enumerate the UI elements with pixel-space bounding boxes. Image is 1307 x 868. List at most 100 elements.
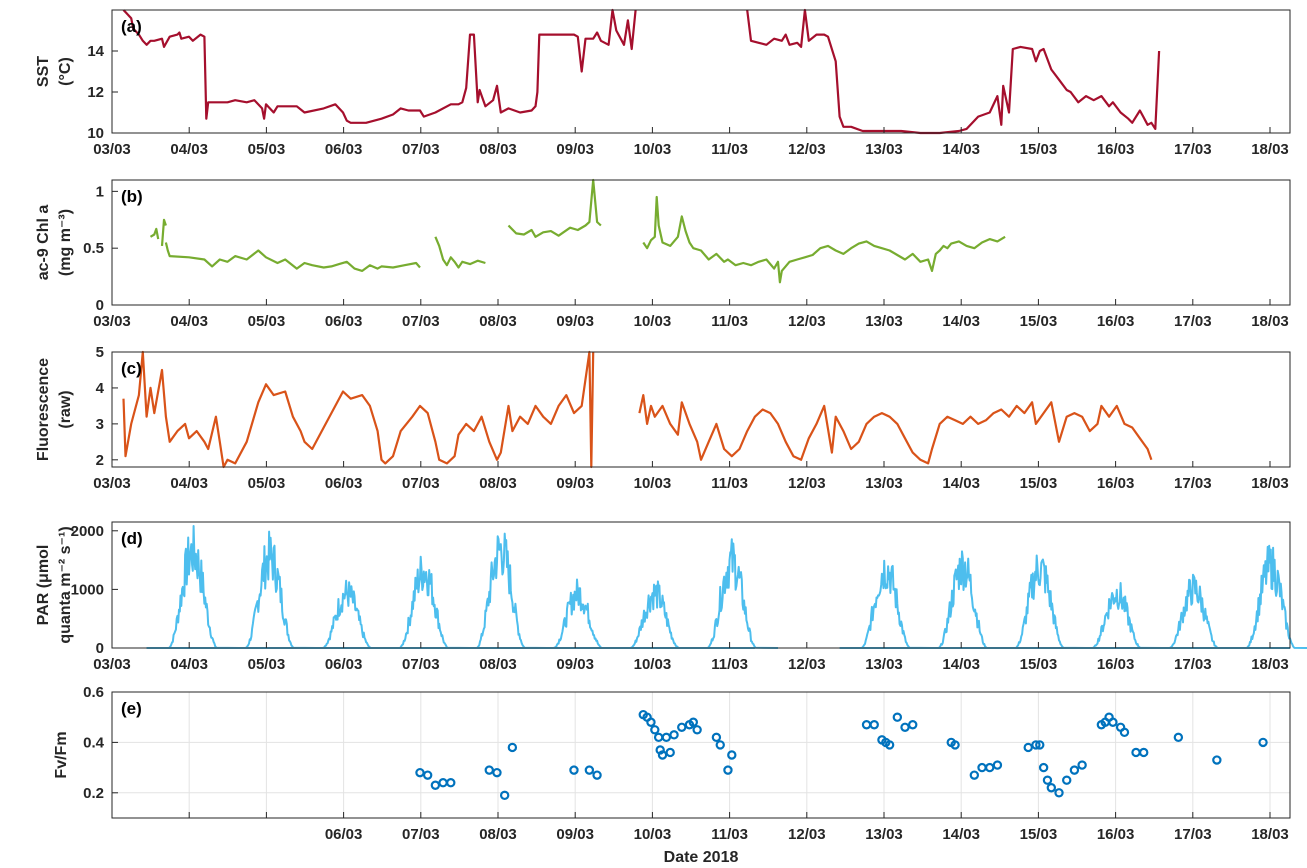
axes-frame-c [111,351,1291,468]
series-line-a [122,8,637,124]
x-tick-label: 12/03 [788,656,826,673]
par-day-cycle [1224,544,1307,649]
x-tick-label: 03/03 [93,656,131,673]
x-tick-label: 16/03 [1097,313,1135,330]
fvfm-point [669,730,679,740]
axes-frame-e [111,691,1291,819]
fvfm-point [1139,747,1149,758]
fvfm-point [499,790,510,801]
x-tick-label: 18/03 [1251,826,1289,843]
fvfm-point [1062,775,1072,785]
x-tick-label: 11/03 [711,313,748,330]
fvfm-point [430,780,441,790]
x-tick-label: 07/03 [402,141,440,158]
x-tick-label: 06/03 [325,475,363,492]
par-day-cycle [146,525,240,649]
fvfm-point [665,747,675,758]
x-tick-label: 04/03 [170,656,208,673]
x-tick-label: 11/03 [711,826,748,843]
fvfm-point [692,725,702,735]
x-tick-label: 13/03 [865,475,903,492]
y-tick-label: 2000 [71,523,104,540]
x-tick-label: 17/03 [1174,656,1212,673]
x-tick-label: 12/03 [788,141,826,158]
x-tick-label: 06/03 [325,313,363,330]
x-tick-label: 04/03 [170,313,208,330]
x-tick-label: 18/03 [1251,475,1289,492]
x-tick-label: 09/03 [556,826,594,843]
par-day-cycle [223,530,317,649]
x-tick-label: 03/03 [93,475,131,492]
y-tick-label: 2 [96,452,104,469]
x-axis-label: Date 2018 [664,849,739,866]
y-axis-label: (mg m⁻³) [57,209,74,276]
y-tick-label: 3 [96,416,104,433]
x-tick-label: 06/03 [325,656,363,673]
y-tick-label: 1000 [71,581,104,598]
x-tick-label: 09/03 [556,656,594,673]
par-day-cycle [454,532,548,649]
fvfm-point [1119,727,1130,738]
y-tick-label: 0 [96,297,104,314]
par-day-cycle [531,578,625,649]
fvfm-point [657,750,668,760]
x-tick-label: 10/03 [634,475,672,492]
fvfm-point [1131,747,1141,758]
x-tick-label: 07/03 [402,656,440,673]
y-axis-label: Fluorescence [35,358,52,461]
x-tick-label: 18/03 [1251,313,1289,330]
par-day-cycle [377,555,471,649]
par-day-cycle [608,580,702,649]
par-day-cycle [1147,573,1241,649]
fvfm-point [1023,742,1033,753]
y-tick-label: 0.5 [83,240,104,257]
x-tick-label: 08/03 [479,826,517,843]
fvfm-point [950,740,960,750]
x-tick-label: 11/03 [711,141,748,158]
x-tick-label: 14/03 [942,656,980,673]
x-tick-label: 14/03 [942,475,980,492]
x-tick-label: 10/03 [634,141,672,158]
x-tick-label: 13/03 [865,656,903,673]
x-tick-label: 07/03 [402,475,440,492]
x-tick-label: 13/03 [865,141,903,158]
y-tick-label: 10 [87,125,104,142]
fvfm-point [711,732,722,743]
y-axis-label: SST [35,56,52,87]
x-tick-label: 03/03 [93,141,131,158]
x-tick-label: 15/03 [1020,826,1058,843]
fvfm-point [422,770,433,780]
series-line-c [122,350,595,469]
x-tick-label: 06/03 [325,826,363,843]
par-day-cycle [685,538,779,649]
panel-label-c: (c) [121,359,142,378]
fvfm-point [661,732,672,743]
fvfm-point [650,725,660,735]
x-tick-label: 04/03 [170,141,208,158]
x-tick-label: 08/03 [479,141,517,158]
panel-label-b: (b) [121,187,143,206]
x-tick-label: 08/03 [479,313,517,330]
y-tick-label: 1 [96,183,104,200]
series-line-b [149,227,160,240]
x-tick-label: 09/03 [556,475,594,492]
y-tick-label: 0.6 [83,684,104,701]
y-tick-label: 5 [96,344,104,361]
x-tick-label: 05/03 [248,141,286,158]
fvfm-point [1035,740,1045,750]
par-day-cycle [1070,582,1164,649]
y-tick-label: 14 [87,43,104,60]
fvfm-point [507,742,518,753]
panel-label-d: (d) [121,529,143,548]
x-tick-label: 05/03 [248,475,286,492]
y-tick-label: 0 [96,640,104,657]
x-tick-label: 16/03 [1097,656,1135,673]
fvfm-point [1046,783,1057,793]
fvfm-point [492,767,502,778]
fvfm-point [1212,755,1222,765]
x-tick-label: 14/03 [942,313,980,330]
y-axis-label: (raw) [57,390,74,428]
x-tick-label: 13/03 [865,826,903,843]
x-tick-label: 05/03 [248,313,286,330]
fvfm-point [715,740,725,750]
